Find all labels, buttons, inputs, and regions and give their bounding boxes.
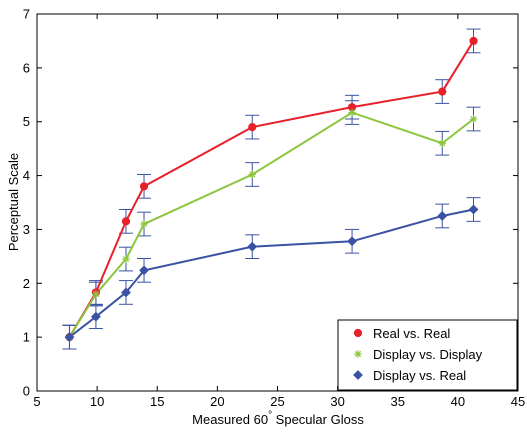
legend-label: Real vs. Real [373,326,450,341]
x-tick-label: 15 [150,394,164,409]
x-tick-label: 35 [391,394,405,409]
legend-label: Display vs. Display [373,347,483,362]
series-lines [68,40,475,338]
legend-marker [354,350,362,358]
data-point-real-vs-real [121,217,131,226]
legend: Real vs. Real Display vs. Display Display … [337,319,518,391]
data-point-display-vs-real [64,332,75,343]
data-point-display-vs-real [347,236,357,247]
x-axis-title: Measured 60° Specular Gloss [192,410,364,427]
x-tick-label: 10 [90,394,104,409]
series-markers [64,36,479,343]
data-point-display-vs-display [140,220,148,228]
data-point-display-vs-display [248,170,257,179]
y-tick-label: 3 [23,222,30,237]
x-tick-label: 30 [330,394,344,409]
data-point-display-vs-real [121,287,131,298]
data-point-display-vs-display [122,255,130,263]
legend-marker [353,370,363,380]
data-point-display-vs-display-stroke [249,171,256,178]
y-axis-ticks: 0 1 2 3 4 5 6 7 [23,7,518,399]
data-point-display-vs-display [348,108,356,117]
x-tick-label: 25 [270,394,284,409]
legend-label: Display vs. Real [373,368,466,383]
data-point-display-vs-display-stroke [348,109,356,116]
data-point-display-vs-display-stroke [122,255,130,263]
x-tick-label: 45 [511,394,525,409]
data-point-display-vs-display-stroke [470,115,477,123]
data-point-display-vs-display [92,290,100,298]
series-line-display-vs-real [68,208,474,338]
data-point-real-vs-real [438,87,447,96]
data-point-real-vs-real [469,36,478,46]
series-line-display-vs-display [68,111,475,338]
legend-marker-stroke [354,350,362,358]
data-point-display-vs-real [247,241,258,252]
x-axis-title-superscript: ° [268,410,272,421]
y-tick-label: 6 [23,60,30,75]
data-point-real-vs-real [139,182,149,191]
data-point-display-vs-real [468,204,479,215]
x-tick-label: 20 [210,394,224,409]
data-point-display-vs-display [469,115,478,123]
y-tick-label: 7 [23,7,30,22]
data-point-display-vs-display-stroke [140,220,148,228]
x-tick-label: 40 [451,394,465,409]
y-tick-label: 2 [23,276,30,291]
y-tick-label: 1 [23,330,30,345]
data-point-display-vs-real [91,311,101,322]
data-point-display-vs-real [437,211,448,221]
x-axis-title-main: Measured 60 [192,412,268,427]
x-tick-label: 5 [33,394,40,409]
data-point-display-vs-display-stroke [439,140,446,147]
series-line-real-vs-real [68,40,475,338]
data-point-display-vs-real [139,265,149,276]
y-tick-label: 5 [23,114,30,129]
x-axis-title-suffix: Specular Gloss [272,412,364,427]
data-point-display-vs-display-stroke [92,290,100,298]
x-axis-ticks: 5 10 15 20 25 30 35 40 45 [33,14,525,409]
y-axis-title: Perceptual Scale [6,153,21,251]
y-tick-label: 4 [23,168,30,183]
legend-box [337,319,518,391]
data-point-real-vs-real [248,123,257,132]
legend-marker [353,328,363,338]
y-tick-label: 0 [23,384,30,399]
data-point-display-vs-display [438,139,447,148]
